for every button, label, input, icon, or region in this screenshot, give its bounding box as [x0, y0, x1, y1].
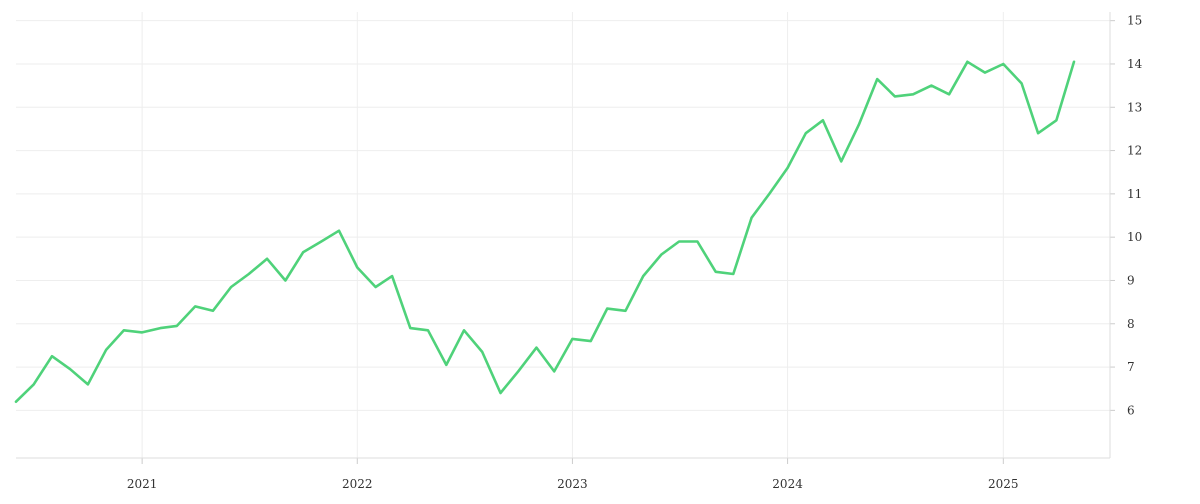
y-tick-label: 14: [1127, 57, 1143, 71]
y-tick-label: 15: [1127, 14, 1142, 28]
y-tick-label: 11: [1127, 187, 1142, 201]
y-tick-label: 10: [1127, 230, 1142, 244]
series-line: [14, 60, 1076, 404]
y-tick-label: 12: [1127, 144, 1142, 158]
y-tick-label: 8: [1127, 317, 1135, 331]
x-tick-label: 2023: [557, 477, 588, 491]
y-tick-label: 7: [1127, 360, 1135, 374]
x-tick-label: 2022: [342, 477, 373, 491]
grid-layer: [16, 12, 1110, 458]
label-layer: 6 7 8 9 10 11 12 13 14 15 2021 2022 2023 2024 2025: [127, 14, 1143, 491]
y-tick-label: 9: [1127, 273, 1135, 287]
y-tick-label: 13: [1127, 100, 1142, 114]
x-tick-label: 2024: [772, 477, 803, 491]
x-tick-label: 2025: [988, 477, 1019, 491]
y-tick-label: 6: [1127, 403, 1135, 417]
axis-layer: [16, 12, 1115, 464]
x-tick-label: 2021: [127, 477, 158, 491]
series-layer: [14, 60, 1076, 404]
